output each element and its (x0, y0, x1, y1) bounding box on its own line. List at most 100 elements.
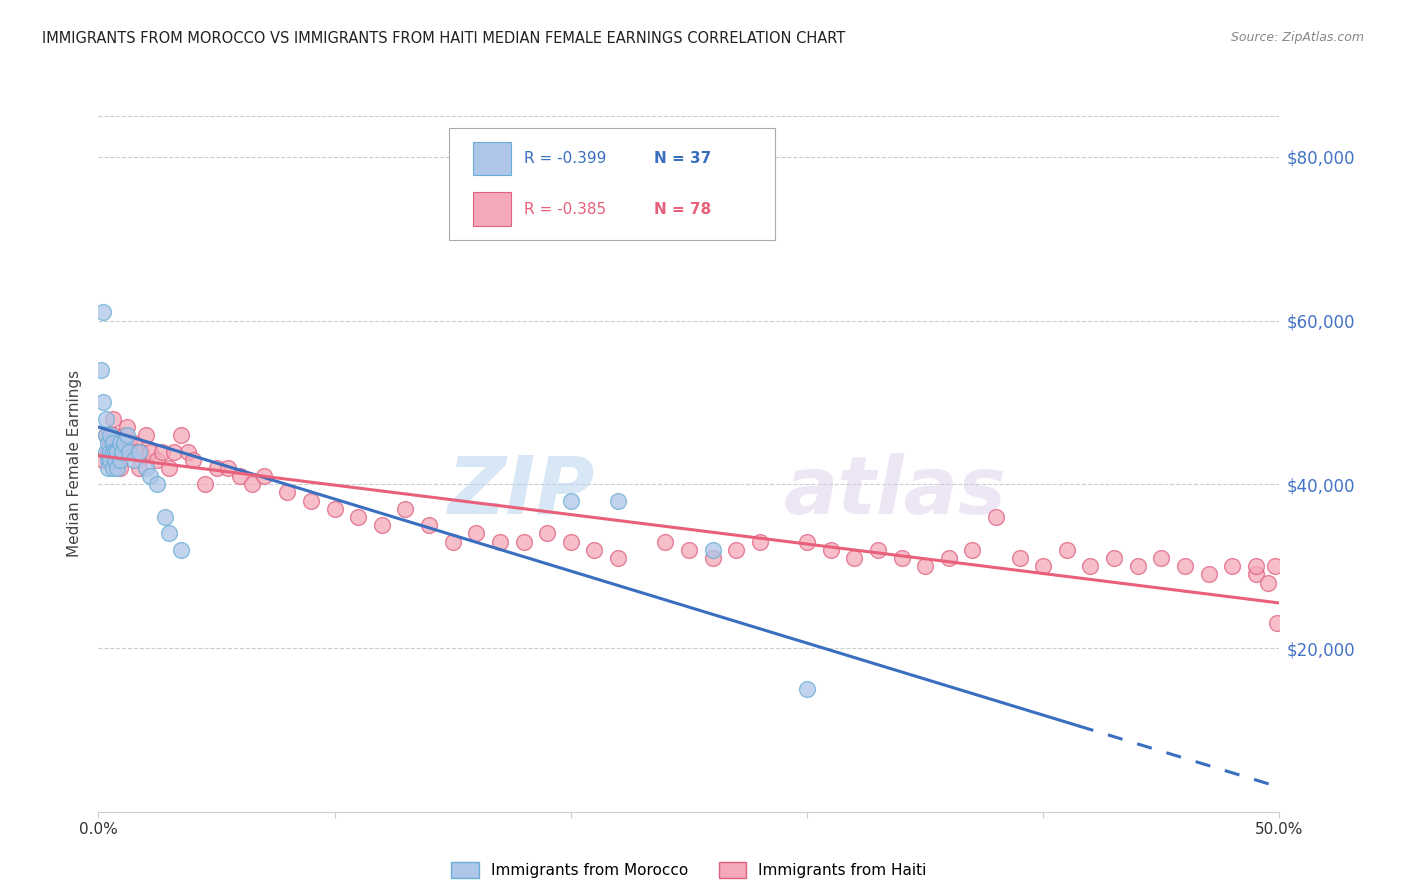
Point (125, 444, 148, 458)
Text: atlas: atlas (783, 452, 1007, 531)
Point (1032, 559, 1054, 574)
Point (938, 551, 960, 566)
Point (153, 510, 176, 524)
Point (91, 452, 114, 467)
Point (128, 444, 150, 458)
Point (1174, 559, 1197, 574)
Point (1198, 567, 1220, 582)
Point (583, 542, 606, 557)
Point (139, 469, 162, 483)
Point (418, 518, 440, 533)
FancyBboxPatch shape (449, 128, 775, 240)
Point (820, 542, 842, 557)
Point (560, 493, 582, 508)
Point (105, 452, 128, 467)
Point (465, 526, 488, 541)
Point (866, 542, 889, 557)
Point (122, 452, 145, 467)
Point (1080, 559, 1102, 574)
Point (135, 461, 157, 475)
Point (607, 551, 630, 566)
Point (97, 461, 120, 475)
Point (1244, 567, 1267, 582)
Point (560, 534, 582, 549)
Point (101, 461, 124, 475)
Point (1056, 542, 1078, 557)
Y-axis label: Median Female Earnings: Median Female Earnings (67, 370, 83, 558)
Point (253, 469, 276, 483)
Bar (472, 193, 510, 226)
Point (115, 428, 138, 442)
Point (101, 444, 124, 458)
Point (91, 305, 114, 319)
Point (118, 436, 141, 450)
Point (121, 444, 143, 458)
Point (1264, 559, 1286, 574)
Point (654, 534, 676, 549)
Point (128, 461, 150, 475)
Point (118, 444, 141, 458)
Point (94, 412, 117, 426)
Point (984, 510, 1007, 524)
Text: IMMIGRANTS FROM MOROCCO VS IMMIGRANTS FROM HAITI MEDIAN FEMALE EARNINGS CORRELAT: IMMIGRANTS FROM MOROCCO VS IMMIGRANTS FR… (42, 31, 845, 46)
Point (240, 477, 263, 491)
Point (796, 681, 818, 696)
Point (217, 461, 239, 475)
Point (98, 428, 121, 442)
Point (146, 452, 169, 467)
Point (177, 444, 200, 458)
Point (94, 444, 117, 458)
Point (323, 501, 346, 516)
Point (489, 534, 512, 549)
Point (1265, 616, 1288, 631)
Point (112, 428, 135, 442)
Point (105, 444, 128, 458)
Point (104, 444, 127, 458)
Point (122, 436, 145, 450)
Point (1008, 551, 1031, 566)
Text: R = -0.385: R = -0.385 (523, 202, 606, 217)
Point (163, 444, 186, 458)
Point (1257, 575, 1279, 590)
Point (104, 452, 127, 467)
Point (104, 436, 127, 450)
Point (441, 534, 464, 549)
Point (512, 534, 534, 549)
Point (101, 428, 124, 442)
Point (94, 428, 117, 442)
Point (139, 444, 162, 458)
Point (97, 444, 120, 458)
Text: R = -0.399: R = -0.399 (523, 151, 606, 166)
Point (678, 542, 700, 557)
Point (111, 444, 134, 458)
Point (112, 436, 135, 450)
Point (702, 551, 724, 566)
Point (111, 444, 134, 458)
Point (181, 452, 204, 467)
Point (725, 542, 748, 557)
Point (108, 452, 131, 467)
Point (108, 436, 131, 450)
Text: N = 78: N = 78 (654, 202, 711, 217)
Point (150, 444, 173, 458)
Text: ZIP: ZIP (447, 452, 595, 531)
Point (101, 412, 124, 426)
Point (101, 436, 124, 450)
Point (170, 542, 193, 557)
Text: N = 37: N = 37 (654, 151, 711, 166)
Point (394, 501, 416, 516)
Point (371, 518, 394, 533)
Point (98, 436, 121, 450)
Point (1102, 551, 1125, 566)
Point (157, 526, 180, 541)
Point (1126, 559, 1149, 574)
Point (844, 551, 866, 566)
Point (129, 444, 152, 458)
Point (536, 526, 558, 541)
Point (157, 461, 180, 475)
Point (914, 559, 936, 574)
Point (170, 428, 193, 442)
Point (796, 534, 818, 549)
Point (98, 452, 121, 467)
Point (135, 428, 157, 442)
